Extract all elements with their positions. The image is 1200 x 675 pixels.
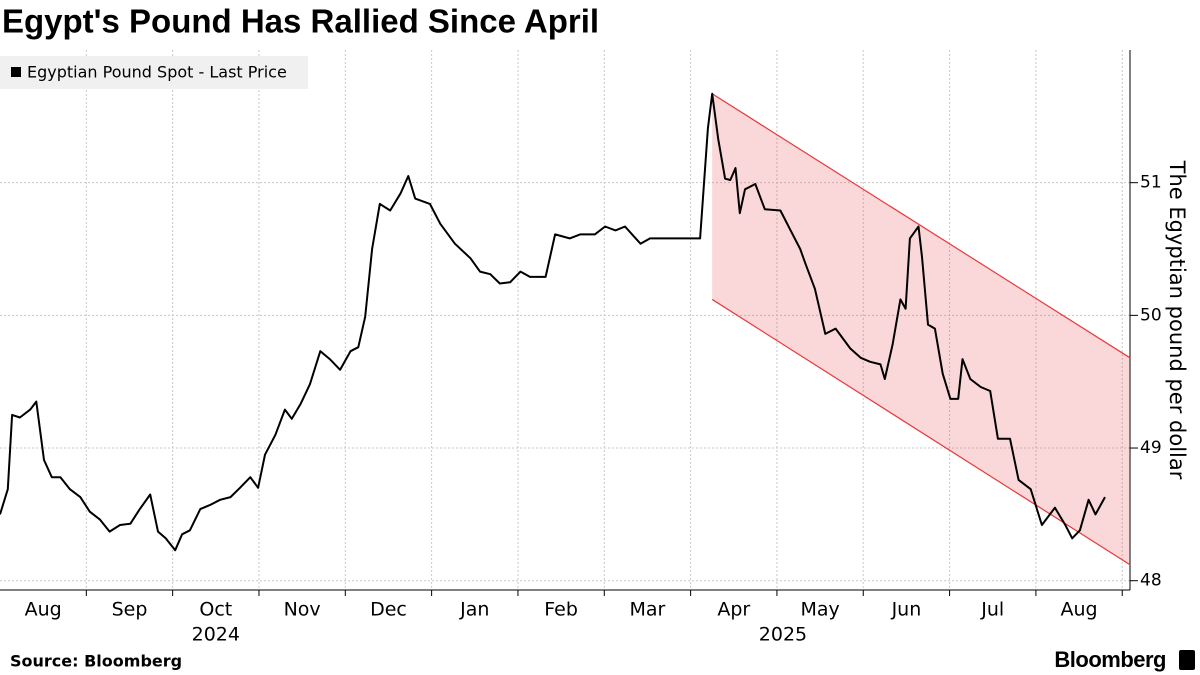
year-label: 2025: [759, 624, 807, 646]
legend-label: Egyptian Pound Spot - Last Price: [27, 63, 287, 82]
x-tick-label: Jul: [980, 599, 1004, 621]
x-tick-label: Jun: [891, 599, 922, 621]
x-tick-label: Mar: [630, 599, 666, 621]
x-tick-label: May: [800, 599, 839, 621]
price-line: [0, 92, 1106, 552]
x-tick-label: Nov: [284, 599, 321, 621]
x-tick-label: Dec: [370, 599, 407, 621]
x-tick-label: Aug: [25, 599, 62, 621]
legend-swatch: [11, 67, 21, 77]
channel-fill: [712, 93, 1130, 565]
x-tick-label: Aug: [1061, 599, 1098, 621]
y-axis-label: The Egyptian pound per dollar: [1165, 160, 1189, 480]
x-tick-label: Oct: [199, 599, 232, 621]
x-tick-label: Jan: [459, 599, 489, 621]
chart-title: Egypt's Pound Has Rallied Since April: [2, 3, 599, 40]
y-tick-label: 50: [1140, 305, 1162, 325]
x-tick-label: Feb: [544, 599, 578, 621]
x-tick-label: Sep: [112, 599, 148, 621]
brand-icon: [1179, 650, 1195, 670]
y-tick-label: 49: [1140, 438, 1162, 458]
y-tick-label: 51: [1140, 173, 1162, 193]
channel-lower: [711, 298, 1131, 566]
legend-box: [0, 56, 308, 89]
year-label: 2024: [192, 624, 240, 646]
channel-upper: [711, 93, 1131, 359]
y-tick-label: 48: [1140, 571, 1162, 591]
plot: 48 49 50 51 Aug Sep Oct Nov Dec Jan Feb Mar Apr May Ju…: [0, 50, 1162, 646]
source: Source: Bloomberg: [10, 652, 182, 671]
brand: Bloomberg: [1054, 647, 1166, 672]
x-tick-label: Apr: [717, 599, 750, 621]
